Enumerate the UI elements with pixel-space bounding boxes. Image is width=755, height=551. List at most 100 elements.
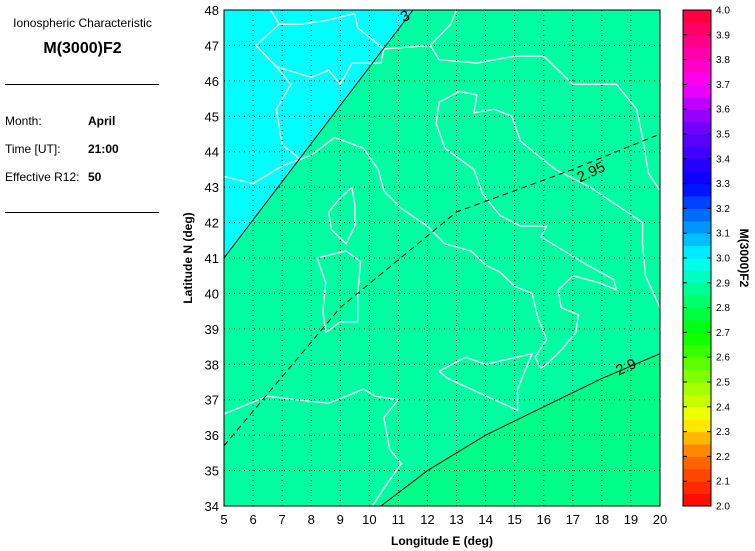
y-tick-label: 38 — [205, 357, 219, 372]
colorbar-band — [683, 146, 711, 160]
colorbar-band — [683, 394, 711, 408]
x-tick-label: 16 — [536, 512, 550, 527]
coastline — [327, 186, 356, 245]
colorbar-tick-label: 2.1 — [716, 477, 730, 488]
y-tick-label: 37 — [205, 393, 219, 408]
colorbar-band — [683, 183, 711, 197]
contour-line-2.9 — [380, 353, 660, 506]
colorbar-tick-label: 3.6 — [716, 105, 730, 116]
colorbar-band — [683, 444, 711, 457]
colorbar-band — [683, 34, 711, 48]
colorbar-label: M(3000)F2 — [737, 229, 751, 288]
colorbar-band — [683, 468, 711, 482]
colorbar-band — [683, 320, 711, 333]
time-value: 21:00 — [88, 142, 119, 156]
colorbar-tick-label: 3.8 — [716, 55, 730, 66]
coastline — [438, 352, 534, 412]
y-tick-label: 44 — [205, 145, 219, 160]
colorbar-band — [683, 406, 711, 420]
colorbar-tick-label: 3.3 — [716, 179, 730, 190]
coastline — [316, 250, 362, 334]
colorbar-band — [683, 382, 711, 395]
x-tick-label: 14 — [478, 512, 492, 527]
colorbar-band — [683, 109, 711, 123]
plot-frame — [223, 9, 661, 507]
colorbar-band — [683, 47, 711, 61]
colorbar-tick-label: 2.5 — [716, 378, 730, 389]
contour-line-2.95 — [224, 133, 660, 447]
x-tick-label: 12 — [420, 512, 434, 527]
x-tick-label: 18 — [595, 512, 609, 527]
colorbar-band — [683, 121, 711, 135]
y-axis-ticks: 34 35 36 37 38 39 40 41 42 43 44 45 46 47 48 — [205, 3, 219, 514]
colorbar-band — [683, 357, 711, 371]
colorbar-band — [683, 270, 711, 284]
y-tick-label: 40 — [205, 286, 219, 301]
x-tick-label: 20 — [653, 512, 667, 527]
month-value: April — [88, 114, 116, 128]
coastline — [255, 10, 300, 160]
x-tick-label: 5 — [220, 512, 227, 527]
colorbar-tick-label: 2.0 — [716, 502, 730, 513]
colorbar-band — [683, 158, 711, 172]
y-tick-label: 45 — [205, 109, 219, 124]
colorbar-tick-label: 3.1 — [716, 229, 730, 240]
y-tick-label: 39 — [205, 322, 219, 337]
colorbar-band — [683, 481, 711, 495]
x-tick-label: 13 — [449, 512, 463, 527]
colorbar-band — [683, 84, 711, 98]
colorbar-band — [683, 171, 711, 185]
colorbar-tick-label: 2.7 — [716, 328, 730, 339]
y-tick-label: 35 — [205, 464, 219, 479]
time-label: Time [UT]: — [5, 142, 61, 156]
region-below-2.9 — [380, 353, 660, 506]
characteristic-subtitle: Ionospheric Characteristic — [13, 16, 152, 30]
x-tick-label: 6 — [249, 512, 256, 527]
y-axis-label: Latitude N (deg) — [181, 212, 195, 303]
colorbar-tick-label: 2.6 — [716, 353, 730, 364]
x-tick-label: 17 — [566, 512, 580, 527]
r12-value: 50 — [88, 170, 102, 184]
y-tick-label: 48 — [205, 3, 219, 18]
colorbar-band — [683, 456, 711, 470]
coastline — [224, 388, 403, 506]
colorbar-tick-label: 3.4 — [716, 154, 730, 165]
x-tick-label: 8 — [308, 512, 315, 527]
colorbar-tick-label: 2.3 — [716, 427, 730, 438]
x-axis-ticks: 5 6 7 8 9 10 11 12 13 14 15 16 17 18 19 20 — [220, 512, 667, 527]
colorbar-band — [683, 233, 711, 247]
colorbar-band — [683, 419, 711, 433]
colorbar-band — [683, 59, 711, 73]
colorbar-band — [683, 220, 711, 234]
colorbar-band — [683, 10, 711, 23]
characteristic-title: M(3000)F2 — [43, 40, 122, 57]
colorbar — [683, 10, 711, 507]
x-tick-label: 10 — [362, 512, 376, 527]
y-tick-label: 46 — [205, 74, 219, 89]
colorbar-band — [683, 282, 711, 296]
coastline — [276, 44, 660, 192]
colorbar-band — [683, 493, 711, 507]
coastline — [429, 10, 458, 46]
divider — [5, 84, 159, 85]
colorbar-band — [683, 245, 711, 259]
colorbar-band — [683, 344, 711, 358]
r12-label: Effective R12: — [5, 170, 80, 184]
colorbar-band — [683, 332, 711, 346]
x-tick-label: 7 — [279, 512, 286, 527]
colorbar-band — [683, 22, 711, 36]
month-label: Month: — [5, 114, 42, 128]
y-tick-label: 41 — [205, 251, 219, 266]
y-tick-label: 42 — [205, 216, 219, 231]
colorbar-band — [683, 431, 711, 445]
colorbar-band — [683, 295, 711, 309]
coastlines — [224, 10, 660, 506]
colorbar-tick-label: 3.5 — [716, 130, 730, 141]
divider — [5, 212, 159, 213]
y-tick-label: 43 — [205, 180, 219, 195]
x-tick-label: 11 — [392, 512, 406, 527]
colorbar-ticks: 2.0 2.1 2.2 2.3 2.4 2.5 2.6 2.7 2.8 2.9 3.0 3.1 3.2 3… — [683, 6, 730, 513]
y-tick-label: 47 — [205, 38, 219, 53]
colorbar-tick-label: 2.9 — [716, 278, 730, 289]
